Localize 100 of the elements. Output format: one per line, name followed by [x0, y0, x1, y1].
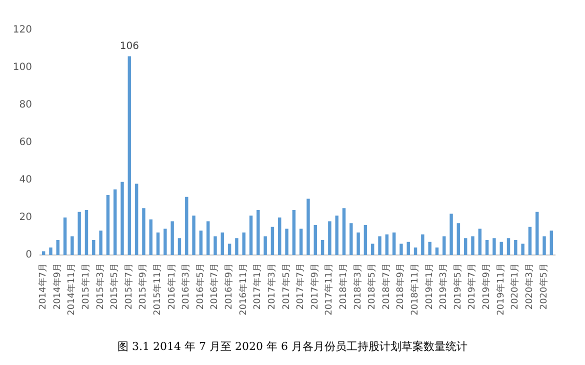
- bar: [49, 248, 52, 255]
- bar: [456, 223, 460, 255]
- bar: [550, 230, 554, 255]
- bar: [514, 240, 518, 255]
- bar: [156, 232, 160, 255]
- bar: [106, 195, 110, 255]
- bar: [536, 212, 539, 255]
- bar: [500, 242, 503, 255]
- bar: [249, 216, 253, 255]
- x-tick-label: 2016年7月: [209, 263, 220, 310]
- x-tick-label: 2015年5月: [109, 263, 120, 310]
- x-tick-label: 2017年1月: [252, 263, 264, 310]
- x-tick-label: 2017年7月: [295, 263, 306, 310]
- bar: [421, 234, 424, 255]
- bar: [84, 210, 88, 255]
- bar: [392, 232, 396, 255]
- bar: [328, 221, 332, 255]
- x-tick-label: 2020年5月: [538, 263, 550, 310]
- x-tick-label: 2018年1月: [338, 263, 349, 310]
- x-tick-label: 2014年11月: [66, 263, 78, 316]
- bar: [128, 56, 132, 255]
- bar: [70, 236, 74, 255]
- x-tick-label: 2016年9月: [224, 263, 235, 310]
- bar: [435, 248, 439, 255]
- x-tick-label: 2014年7月: [38, 263, 49, 310]
- bar: [113, 189, 117, 255]
- bar: [299, 228, 303, 255]
- x-tick-label: 2019年9月: [481, 263, 492, 310]
- bar: [378, 236, 382, 255]
- bar: [264, 236, 267, 255]
- x-tick-label: 2019年5月: [452, 263, 464, 310]
- bar: [120, 182, 124, 255]
- bar: [506, 238, 510, 255]
- bar: [178, 238, 182, 255]
- bar: [342, 208, 346, 255]
- bar: [364, 225, 368, 255]
- bar: [370, 244, 374, 255]
- bar: [206, 221, 210, 255]
- bar: [485, 240, 489, 255]
- x-tick-label: 2017年5月: [280, 263, 292, 310]
- bar: [414, 248, 418, 255]
- bar: [199, 230, 203, 255]
- y-tick-label: 120: [12, 24, 32, 36]
- bar: [270, 226, 274, 255]
- bar: [406, 242, 410, 255]
- bar: [192, 216, 196, 255]
- x-tick-label: 2015年7月: [123, 263, 134, 310]
- bar: [521, 244, 524, 255]
- bar: [428, 242, 432, 255]
- bar: [335, 216, 338, 255]
- bar: [256, 210, 260, 255]
- bar: [134, 184, 138, 255]
- bar: [99, 230, 102, 255]
- bar: [92, 240, 96, 255]
- x-tick-label: 2018年9月: [395, 263, 406, 310]
- bar: [63, 218, 67, 255]
- bar: [185, 196, 188, 255]
- bar: [450, 214, 453, 255]
- bar: [306, 198, 310, 255]
- bar: [228, 244, 232, 255]
- bar: [314, 225, 317, 255]
- x-tick-label: 2015年9月: [138, 263, 149, 310]
- bar: [356, 232, 360, 255]
- x-tick-label: 2015年1月: [80, 263, 92, 310]
- bar: [285, 228, 288, 255]
- bar: [350, 223, 353, 255]
- x-tick-label: 2016年3月: [180, 263, 192, 310]
- y-tick-label: 0: [26, 250, 32, 260]
- x-tick-label: 2019年1月: [424, 263, 435, 310]
- bar: [442, 236, 446, 255]
- bar: [528, 226, 532, 255]
- bar: [56, 240, 60, 255]
- bar: [242, 232, 246, 255]
- data-label: 106: [120, 40, 139, 52]
- bar: [235, 238, 238, 255]
- x-tick-label: 2019年3月: [438, 263, 450, 310]
- bar: [320, 240, 324, 255]
- bar: [400, 244, 403, 255]
- x-tick-label: 2020年1月: [510, 263, 521, 310]
- x-tick-label: 2019年11月: [495, 263, 506, 316]
- x-tick-label: 2018年5月: [366, 263, 378, 310]
- bar: [164, 228, 167, 255]
- y-tick-label: 60: [19, 137, 32, 148]
- bar: [292, 210, 296, 255]
- x-tick-label: 2017年3月: [266, 263, 278, 310]
- bar: [471, 236, 474, 255]
- x-tick-label: 2017年9月: [309, 263, 320, 310]
- x-tick-label: 2018年3月: [352, 263, 364, 310]
- x-tick-label: 2015年3月: [94, 263, 106, 310]
- bar: [220, 232, 224, 255]
- x-tick-label: 2016年11月: [238, 263, 249, 316]
- y-tick-label: 40: [19, 174, 32, 186]
- x-tick-label: 2020年3月: [524, 263, 535, 310]
- x-tick-label: 2018年11月: [410, 263, 421, 316]
- y-tick-label: 100: [12, 62, 32, 73]
- x-tick-label: 2016年5月: [194, 263, 206, 310]
- bar: [278, 218, 282, 255]
- bar: [142, 208, 146, 255]
- x-tick-label: 2015年11月: [152, 263, 164, 316]
- x-tick-label: 2016年1月: [166, 263, 178, 310]
